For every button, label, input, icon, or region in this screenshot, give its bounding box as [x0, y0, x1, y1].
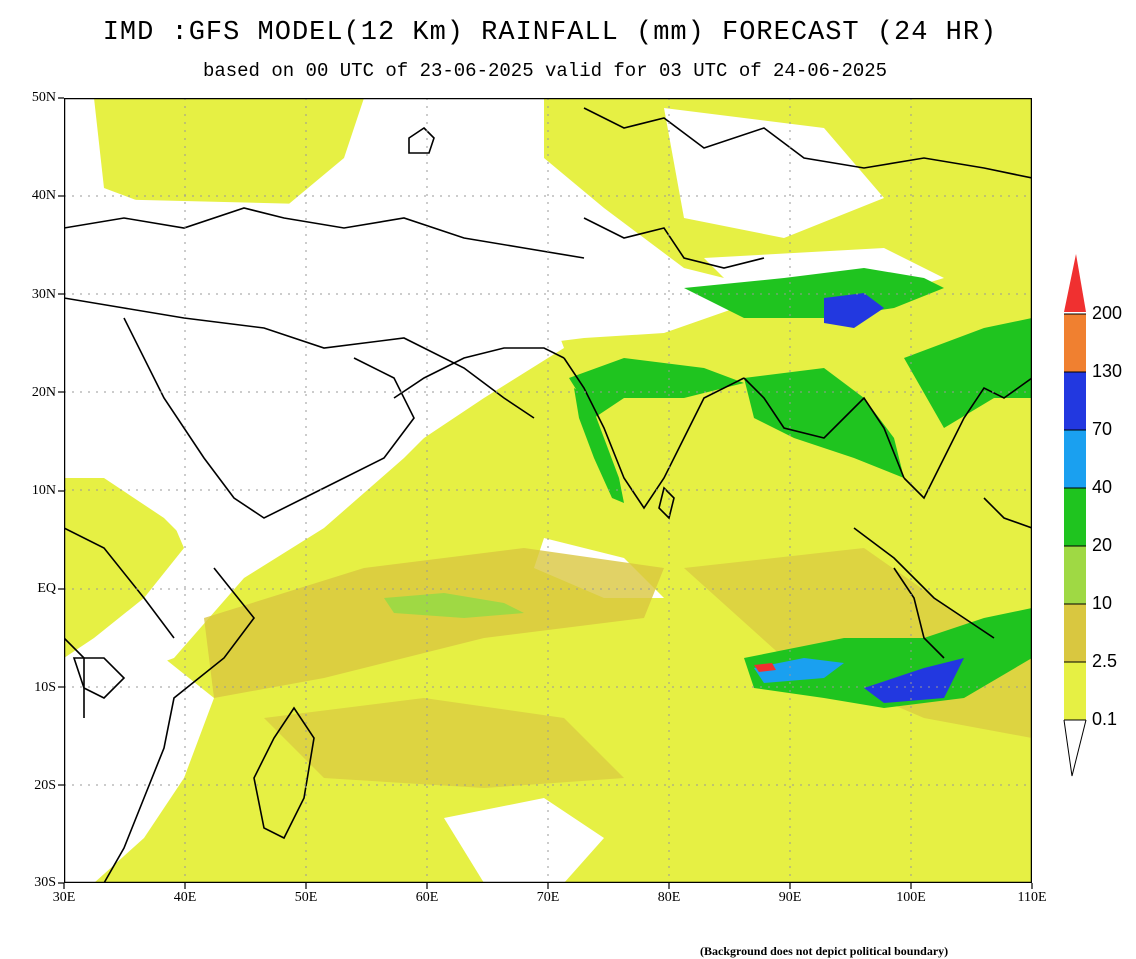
legend-swatch-40-70	[1064, 430, 1086, 488]
graticule	[64, 98, 1032, 883]
lat-label-50n: 50N	[31, 90, 56, 105]
legend-swatch-20-40	[1064, 488, 1086, 546]
rain-field-africa	[64, 478, 184, 658]
legend-colorbar	[1063, 254, 1087, 777]
rain-heavy-java-east	[864, 658, 964, 703]
lat-label-20s: 20S	[34, 778, 56, 793]
rain-band-ocean	[204, 548, 664, 698]
lat-label-20n: 20N	[31, 385, 56, 400]
rain-bay-of-bengal	[744, 368, 904, 478]
lon-label-40e: 40E	[173, 890, 197, 905]
coastlines	[64, 107, 1032, 883]
rain-field-nw	[94, 98, 364, 218]
lon-label-50e: 50E	[294, 890, 318, 905]
lon-label-90e: 90E	[778, 890, 802, 905]
dry-ocean-south	[444, 798, 604, 883]
lon-label-80e: 80E	[657, 890, 681, 905]
legend-label-130: 130	[1092, 361, 1123, 381]
rain-band-south	[264, 698, 624, 788]
lat-label-10n: 10N	[31, 483, 56, 498]
lat-label-10s: 10S	[34, 680, 56, 695]
lon-label-100e: 100E	[896, 890, 926, 905]
rain-western-ghats	[574, 388, 624, 503]
rain-heavy-himalaya	[824, 293, 884, 328]
legend-arrow-bottom	[1063, 719, 1087, 777]
legend-swatch-10-20	[1064, 546, 1086, 604]
legend-label-40: 40	[1092, 477, 1113, 497]
legend-label-0.1: 0.1	[1092, 709, 1118, 729]
lon-label-60e: 60E	[415, 890, 439, 905]
rainfall-map	[64, 98, 1032, 883]
legend-label-200: 200	[1092, 303, 1123, 323]
rain-heavy-java	[754, 658, 844, 683]
map-subtitle: based on 00 UTC of 23-06-2025 valid for …	[202, 60, 888, 82]
lat-label-40n: 40N	[31, 188, 56, 203]
legend-swatch-130-200	[1064, 314, 1086, 372]
footnote: (Background does not depict political bo…	[700, 944, 949, 958]
legend-swatch-0.1-2.5	[1064, 662, 1086, 720]
legend-label-2.5: 2.5	[1092, 651, 1118, 671]
rain-extreme-java	[754, 663, 776, 672]
map-title: IMD :GFS MODEL(12 Km) RAINFALL (mm) FORE…	[102, 18, 998, 48]
dry-central-asia	[664, 108, 884, 238]
legend-arrow-top	[1064, 254, 1086, 312]
rain-india-west	[569, 358, 744, 418]
lat-label-30n: 30N	[31, 287, 56, 302]
dry-arabia	[64, 198, 564, 568]
lat-label-eq: EQ	[37, 581, 56, 596]
legend-swatch-70-130	[1064, 372, 1086, 430]
lon-label-30e: 30E	[52, 890, 76, 905]
legend-label-70: 70	[1092, 419, 1113, 439]
dry-africa-south	[64, 658, 214, 883]
legend-swatch-2.5-10	[1064, 604, 1086, 662]
lat-label-30s: 30S	[34, 875, 56, 890]
legend-label-10: 10	[1092, 593, 1113, 613]
rain-sumatra-java	[744, 608, 1032, 708]
legend-label-20: 20	[1092, 535, 1113, 555]
rain-ocean-streak	[384, 593, 524, 618]
lon-label-110e: 110E	[1017, 890, 1047, 905]
lon-label-70e: 70E	[536, 890, 560, 905]
rain-southeast-asia	[904, 318, 1032, 428]
